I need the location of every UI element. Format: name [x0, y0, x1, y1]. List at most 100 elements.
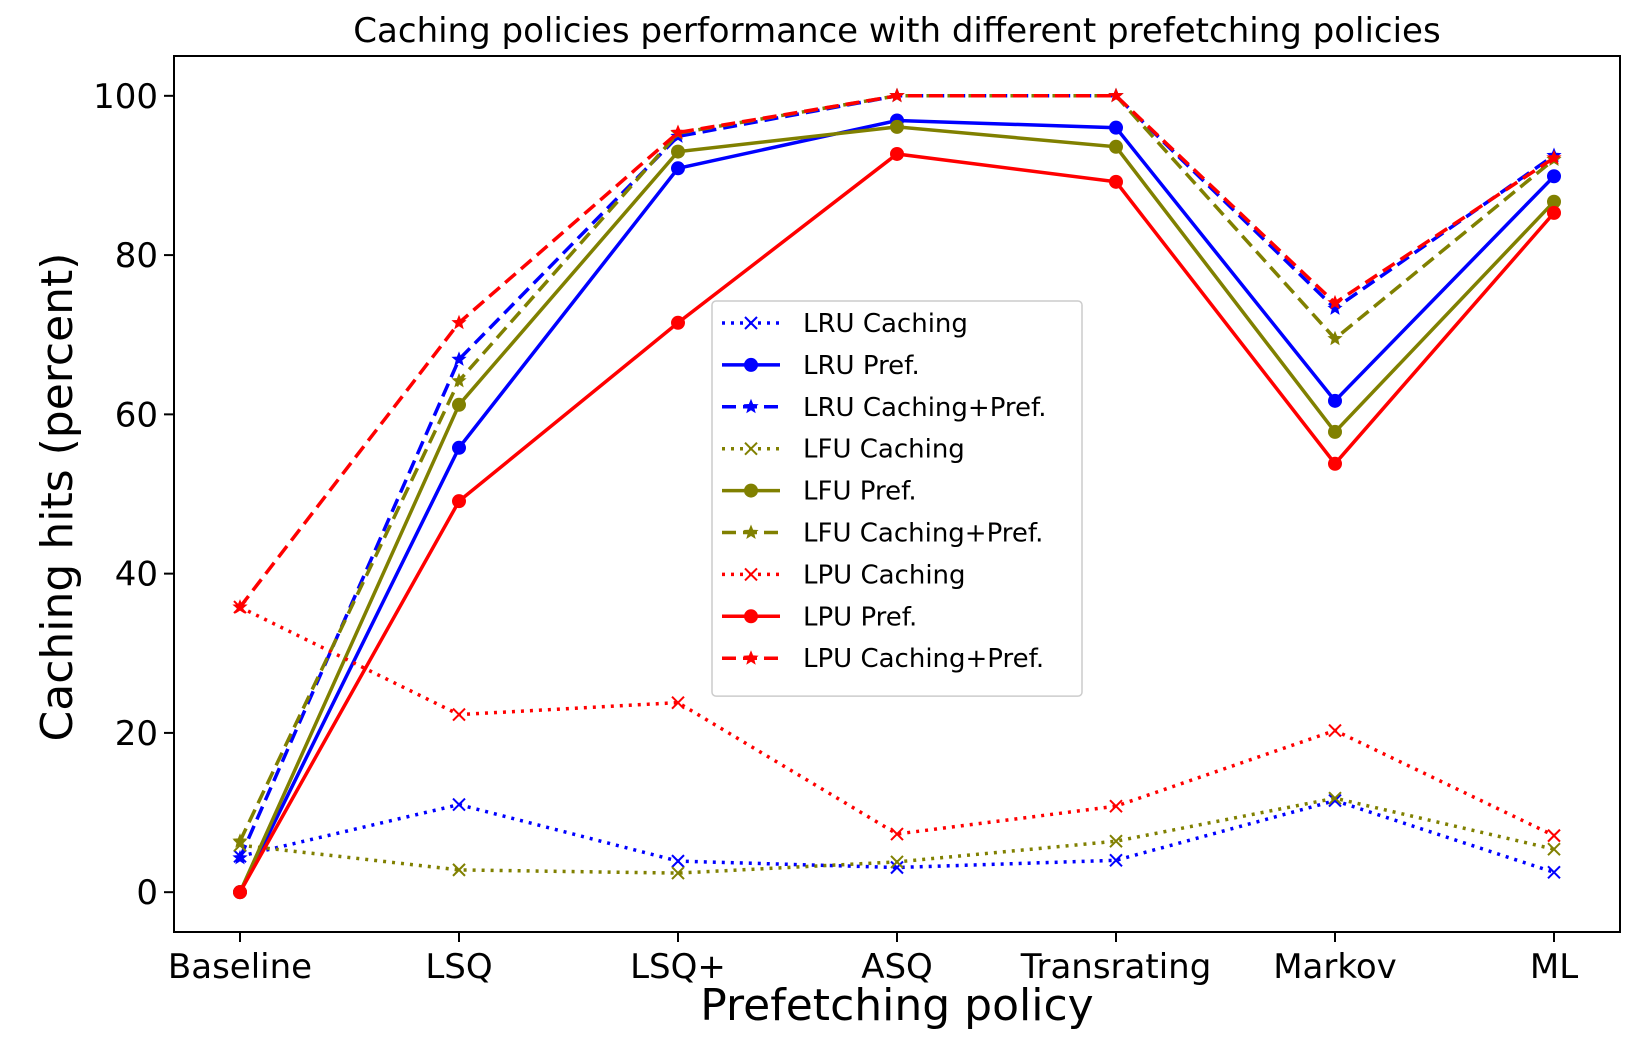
legend-marker: [743, 398, 759, 414]
data-point: [1109, 139, 1123, 154]
x-tick-label: LSQ+: [630, 947, 726, 987]
data-point: [1547, 828, 1561, 843]
data-point: [1109, 834, 1123, 848]
legend-marker: [744, 609, 758, 624]
legend-label: LPU Caching: [803, 560, 966, 590]
plot-area: [232, 87, 1562, 900]
legend-marker: [744, 441, 758, 456]
data-point: [1328, 393, 1342, 408]
data-point: [1328, 456, 1342, 471]
y-tick-label: 0: [136, 873, 158, 913]
legend-marker: [743, 524, 759, 539]
legend-item: LPU Pref.: [722, 602, 917, 632]
legend-item: LRU Pref.: [722, 351, 920, 381]
data-point: [451, 314, 467, 330]
data-point: [1108, 87, 1124, 103]
data-point: [1546, 149, 1562, 165]
data-point: [232, 599, 248, 614]
data-point: [1327, 300, 1343, 315]
data-point: [1109, 120, 1123, 135]
legend-label: LFU Caching: [803, 435, 965, 465]
legend-box: [711, 300, 1083, 697]
data-point: [1327, 294, 1343, 310]
y-tick-label: 40: [115, 555, 158, 595]
data-point: [1547, 205, 1561, 220]
data-point: [670, 124, 686, 139]
chart-title: Caching policies performance with differ…: [353, 11, 1440, 51]
data-point: [671, 161, 685, 176]
data-point: [671, 695, 685, 710]
x-axis-label: Prefetching policy: [700, 980, 1093, 1031]
data-point: [890, 860, 904, 875]
y-tick-label: 20: [115, 714, 158, 754]
data-point: [1328, 723, 1342, 738]
legend-marker: [744, 483, 758, 498]
y-tick-label: 100: [93, 77, 158, 117]
data-point: [452, 494, 466, 509]
legend-label: LFU Pref.: [803, 477, 917, 507]
legend-item: LPU Caching+Pref.: [722, 644, 1044, 674]
legend-item: LRU Caching: [722, 309, 968, 339]
legend-label: LPU Pref.: [803, 602, 917, 632]
legend-marker: [744, 567, 758, 582]
data-point: [1109, 853, 1123, 868]
series-7: [233, 146, 1561, 900]
x-tick-label: LSQ: [425, 947, 492, 987]
data-point: [1109, 799, 1123, 813]
x-tick-label: ML: [1530, 947, 1578, 987]
data-point: [1328, 791, 1342, 805]
legend-label: LRU Pref.: [803, 351, 920, 381]
legend-label: LFU Caching+Pref.: [803, 519, 1043, 549]
y-axis-label: Caching hits (percent): [32, 253, 83, 742]
legend: LRU Caching LRU Pref. LRU Caching+Pref. LFU…: [711, 300, 1083, 697]
data-point: [451, 372, 467, 388]
data-point: [671, 144, 685, 159]
data-point: [1547, 865, 1561, 879]
data-point: [890, 119, 904, 134]
data-point: [1109, 174, 1123, 189]
legend-marker: [743, 650, 759, 665]
data-point: [671, 866, 685, 880]
data-point: [1547, 194, 1561, 209]
legend-item: LFU Caching+Pref.: [722, 519, 1043, 549]
legend-item: LFU Caching: [722, 435, 965, 465]
data-point: [232, 833, 248, 848]
legend-marker: [744, 316, 758, 330]
data-point: [1547, 169, 1561, 184]
data-point: [452, 863, 466, 877]
data-point: [452, 707, 466, 722]
data-point: [1328, 793, 1342, 808]
legend-marker: [744, 357, 758, 372]
data-point: [1328, 424, 1342, 439]
legend-item: LFU Pref.: [722, 477, 917, 507]
data-point: [671, 854, 685, 868]
y-tick-label: 80: [115, 236, 158, 276]
data-point: [889, 87, 905, 103]
legend-label: LRU Caching+Pref.: [803, 393, 1047, 423]
data-point: [451, 351, 467, 366]
axes: 0 20 40 60 80 100 Baseline LSQ LSQ+ ASQ Transratin…: [93, 77, 1578, 987]
series-6: [233, 600, 1561, 843]
data-point: [232, 849, 248, 865]
data-point: [890, 827, 904, 841]
series-3: [233, 791, 1561, 880]
legend-label: LRU Caching: [803, 309, 968, 339]
data-point: [1547, 842, 1561, 856]
x-tick-label: Markov: [1273, 947, 1397, 987]
legend-item: LRU Caching+Pref.: [722, 393, 1047, 423]
data-point: [671, 315, 685, 330]
legend-label: LPU Caching+Pref.: [803, 644, 1044, 674]
data-point: [452, 797, 466, 812]
data-point: [890, 855, 904, 869]
data-point: [452, 440, 466, 455]
series-8: [232, 87, 1562, 614]
data-point: [233, 885, 247, 900]
data-point: [1327, 330, 1343, 346]
x-tick-label: ASQ: [861, 947, 933, 987]
data-point: [452, 397, 466, 412]
legend-item: LPU Caching: [722, 560, 966, 590]
x-tick-label: Transrating: [1020, 947, 1212, 987]
series-0: [233, 793, 1561, 879]
x-tick-label: Baseline: [168, 947, 312, 987]
